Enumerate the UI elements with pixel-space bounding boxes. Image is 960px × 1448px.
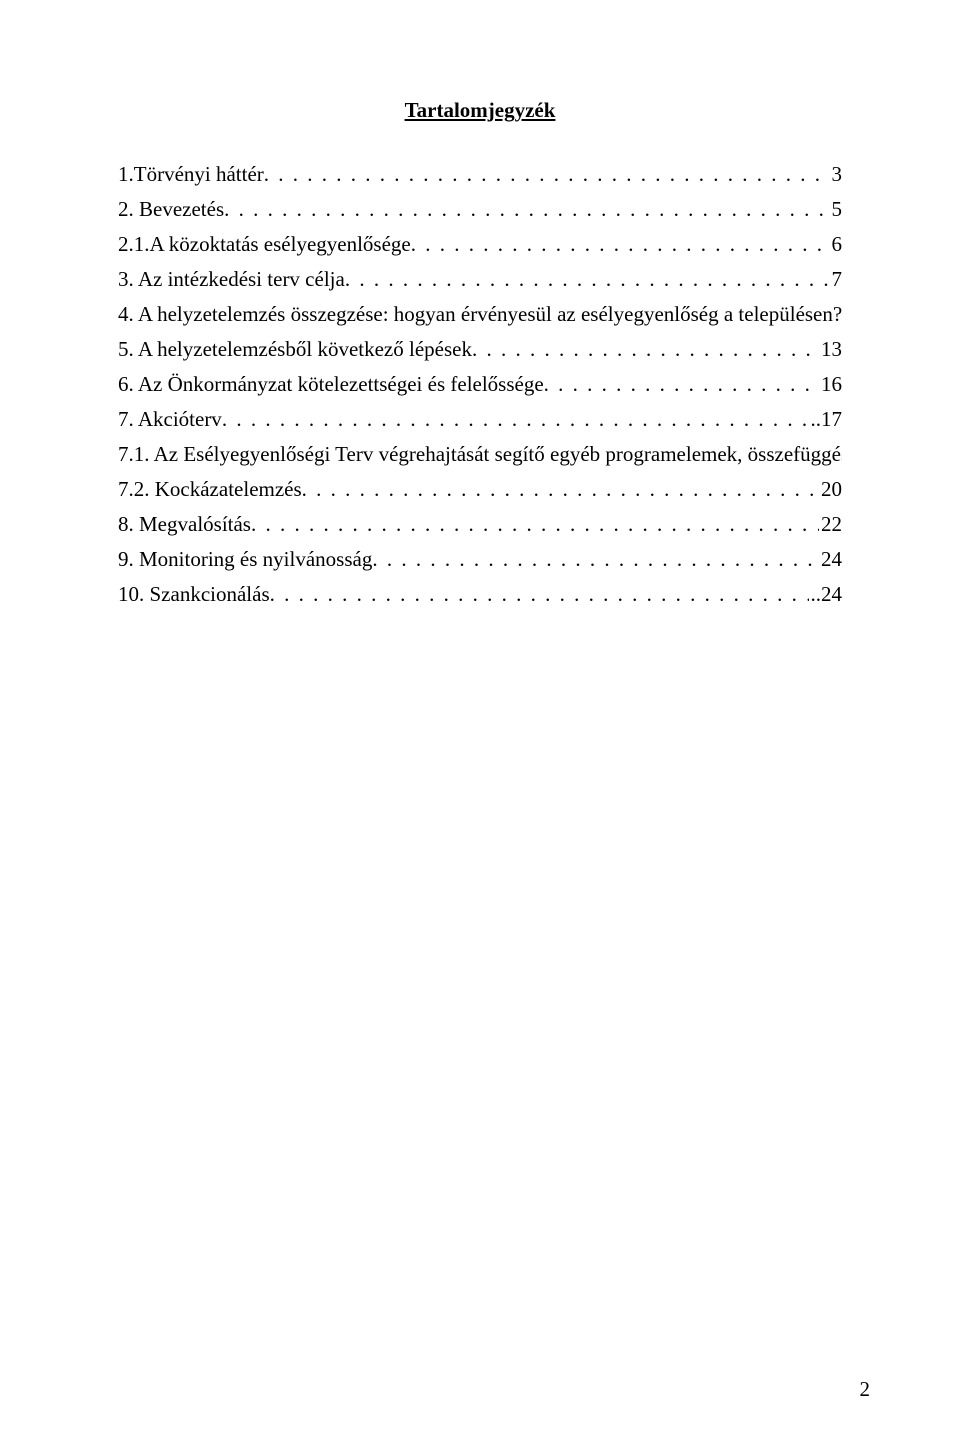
toc-entry-page: 24 xyxy=(819,542,842,577)
toc-entry-page: 13 xyxy=(819,332,842,367)
toc-leader: . . . . . . . . . . . . . . . . . . . . … xyxy=(251,507,819,542)
toc-entry-text: 8. Megvalósítás xyxy=(118,507,251,542)
toc-entry: 6. Az Önkormányzat kötelezettségei és fe… xyxy=(118,367,842,402)
toc-entry: 2.1.A közoktatás esélyegyenlősége. . . .… xyxy=(118,227,842,262)
page-number: 2 xyxy=(860,1377,871,1402)
toc-entry: 7.2. Kockázatelemzés. . . . . . . . . . … xyxy=(118,472,842,507)
toc-entry: 1.Törvényi háttér. . . . . . . . . . . .… xyxy=(118,157,842,192)
toc-entry: 7. Akcióterv. . . . . . . . . . . . . . … xyxy=(118,402,842,437)
toc-entry-text: 5. A helyzetelemzésből következő lépések xyxy=(118,332,472,367)
toc-entry-text: 3. Az intézkedési terv célja xyxy=(118,262,345,297)
toc-leader: . . . . . . . . . . . . . . . . . . . . … xyxy=(411,227,830,262)
toc-entry: 2. Bevezetés. . . . . . . . . . . . . . … xyxy=(118,192,842,227)
toc-entry-text: 4. A helyzetelemzés összegzése: hogyan é… xyxy=(118,297,842,332)
toc-entry-text: 2. Bevezetés xyxy=(118,192,224,227)
toc-entry-text: 6. Az Önkormányzat kötelezettségei és fe… xyxy=(118,367,544,402)
toc-entry-page: 3 xyxy=(830,157,843,192)
toc-leader: . . . . . . . . . . . . . . . . . . . . … xyxy=(472,332,819,367)
toc-entry-text: 2.1.A közoktatás esélyegyenlősége xyxy=(118,227,411,262)
toc-leader: . . . . . . . . . . . . . . . . . . . . … xyxy=(224,192,829,227)
toc-entry-text: 10. Szankcionálás xyxy=(118,577,270,612)
toc-entry-page: 20 xyxy=(819,472,842,507)
toc-title: Tartalomjegyzék xyxy=(118,98,842,123)
toc-entry: 8. Megvalósítás. . . . . . . . . . . . .… xyxy=(118,507,842,542)
toc-entry-text: 9. Monitoring és nyilvánosság xyxy=(118,542,372,577)
toc-entry-page: 6 xyxy=(830,227,843,262)
toc-entry-page: 16 xyxy=(819,367,842,402)
toc-entry-page: ..17 xyxy=(809,402,843,437)
toc-leader: . . . . . . . . . . . . . . . . . . . . … xyxy=(345,262,830,297)
toc-entry-page: ..24 xyxy=(809,577,843,612)
toc-entry-page: 22 xyxy=(819,507,842,542)
page-container: Tartalomjegyzék 1.Törvényi háttér. . . .… xyxy=(0,0,960,612)
toc-entry-text: 7.1. Az Esélyegyenlőségi Terv végrehajtá… xyxy=(118,437,842,472)
toc-entry-text: 7.2. Kockázatelemzés xyxy=(118,472,302,507)
toc-leader: . . . . . . . . . . . . . . . . . . . . … xyxy=(222,402,809,437)
toc-entry: 4. A helyzetelemzés összegzése: hogyan é… xyxy=(118,297,842,332)
toc-entry-text: 7. Akcióterv xyxy=(118,402,222,437)
toc-entry: 7.1. Az Esélyegyenlőségi Terv végrehajtá… xyxy=(118,437,842,472)
toc-entry: 5. A helyzetelemzésből következő lépések… xyxy=(118,332,842,367)
toc-entry-text: 1.Törvényi háttér xyxy=(118,157,264,192)
toc-list: 1.Törvényi háttér. . . . . . . . . . . .… xyxy=(118,157,842,612)
toc-leader: . . . . . . . . . . . . . . . . . . . . … xyxy=(270,577,809,612)
toc-entry: 3. Az intézkedési terv célja. . . . . . … xyxy=(118,262,842,297)
toc-entry: 9. Monitoring és nyilvánosság. . . . . .… xyxy=(118,542,842,577)
toc-leader: . . . . . . . . . . . . . . . . . . . . … xyxy=(372,542,819,577)
toc-leader: . . . . . . . . . . . . . . . . . . . . … xyxy=(544,367,819,402)
toc-entry-page: 5 xyxy=(830,192,843,227)
toc-entry-page: 7 xyxy=(830,262,843,297)
toc-entry: 10. Szankcionálás. . . . . . . . . . . .… xyxy=(118,577,842,612)
toc-leader: . . . . . . . . . . . . . . . . . . . . … xyxy=(302,472,819,507)
toc-leader: . . . . . . . . . . . . . . . . . . . . … xyxy=(264,157,830,192)
